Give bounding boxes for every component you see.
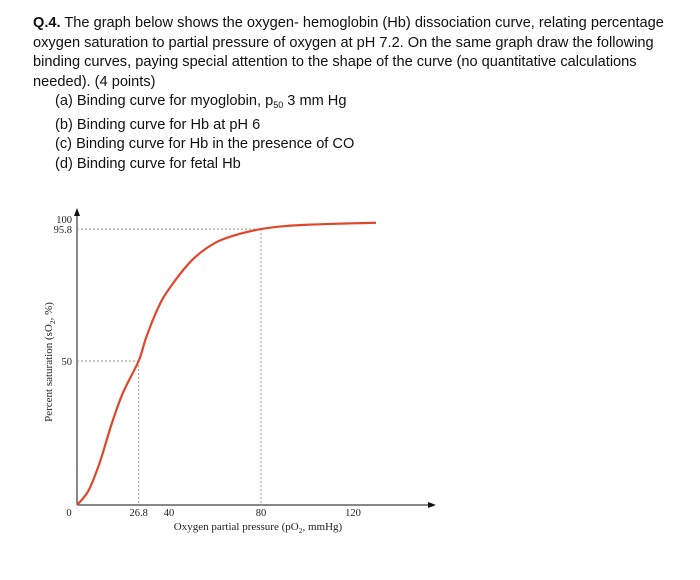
y-tick-label: 50 xyxy=(62,357,73,368)
x-tick-label: 40 xyxy=(164,508,175,519)
question-block: Q.4. The graph below shows the oxygen- h… xyxy=(33,14,673,174)
question-body: The graph below shows the oxygen- hemogl… xyxy=(33,15,664,90)
x-axis-arrow xyxy=(428,502,436,508)
question-label: Q.4. xyxy=(33,15,61,31)
x-axis-label: Oxygen partial pressure (pO2, mmHg) xyxy=(174,521,343,535)
question-part-c: (c) Binding curve for Hb in the presence… xyxy=(55,135,673,155)
part-a-suffix: 3 mm Hg xyxy=(283,93,347,109)
y-tick-label: 95.8 xyxy=(54,225,72,236)
y-axis-label: Percent saturation (sO2, %) xyxy=(43,302,57,422)
question-parts-list: (a) Binding curve for myoglobin, p50 3 m… xyxy=(33,92,673,174)
part-d-text: (d) Binding curve for fetal Hb xyxy=(55,155,241,172)
part-c-text: (c) Binding curve for Hb in the presence… xyxy=(55,136,355,152)
part-a-text: (a) Binding curve for myoglobin, p xyxy=(55,93,274,109)
question-part-b: (b) Binding curve for Hb at pH 6 xyxy=(55,116,673,136)
part-b-text: (b) Binding curve for Hb at pH 6 xyxy=(55,116,261,133)
axes xyxy=(74,208,436,508)
question-text: Q.4. The graph below shows the oxygen- h… xyxy=(33,14,673,92)
part-a-subscript: 50 xyxy=(273,100,284,110)
x-tick-label: 0 xyxy=(66,508,71,519)
question-part-a: (a) Binding curve for myoglobin, p50 3 m… xyxy=(55,92,673,116)
x-tick-label: 26.8 xyxy=(129,508,147,519)
hb-dissociation-curve xyxy=(76,221,377,506)
x-tick-label: 120 xyxy=(345,508,361,519)
reference-guides xyxy=(77,228,262,505)
y-tick-label: 100 xyxy=(56,215,72,226)
y-axis-arrow xyxy=(74,208,80,216)
x-tick-label: 80 xyxy=(256,508,267,519)
question-part-d: (d) Binding curve for fetal Hb xyxy=(55,155,673,175)
